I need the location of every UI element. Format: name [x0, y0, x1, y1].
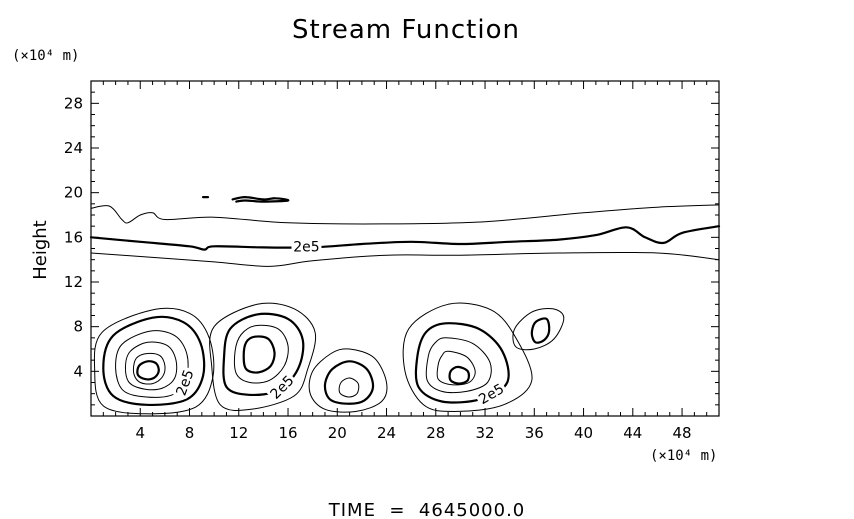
contour-line [133, 352, 166, 385]
y-tick-label: 12 [64, 273, 83, 291]
time-readout: TIME = 4645000.0 [328, 500, 526, 519]
contour-line [512, 307, 565, 351]
contour-line [233, 324, 289, 384]
y-tick-label: 16 [64, 228, 83, 246]
x-tick-label: 8 [185, 424, 195, 442]
x-tick-label: 36 [525, 424, 544, 442]
contour-line [136, 360, 160, 381]
x-tick-label: 48 [673, 424, 692, 442]
contour-line [102, 315, 206, 407]
contour-line [89, 225, 721, 251]
x-tick-label: 32 [475, 424, 494, 442]
x-tick-label: 20 [328, 424, 347, 442]
x-tick-label: 44 [623, 424, 642, 442]
contour-line [222, 312, 305, 397]
x-tick-label: 28 [426, 424, 445, 442]
contour-line [402, 302, 533, 412]
contour-label-bg [291, 237, 322, 254]
y-tick-label: 24 [64, 139, 83, 157]
contour-label-bg [264, 369, 298, 403]
contour-line [93, 307, 215, 415]
contour-line [308, 348, 388, 413]
y-axis-label: Height [30, 220, 51, 280]
contour-label: 2e5 [293, 239, 319, 255]
contour-line [448, 365, 471, 385]
x-tick-label: 4 [135, 424, 145, 442]
y-axis-unit: (×10⁴ m) [12, 48, 79, 64]
contour-line [242, 335, 276, 374]
contour-line [124, 341, 178, 391]
contour-line [414, 322, 510, 404]
contour-line [90, 204, 720, 225]
plot-frame [90, 80, 720, 417]
contour-line [323, 360, 375, 405]
contour-line [338, 377, 360, 398]
chart-title: Stream Function [292, 15, 520, 45]
y-tick-label: 8 [73, 318, 83, 336]
x-tick-label: 12 [229, 424, 248, 442]
y-tick-label: 28 [64, 94, 83, 112]
y-tick-label: 4 [73, 362, 83, 380]
contour-label-bg [170, 365, 197, 399]
contour-line [115, 330, 189, 398]
contour-line [425, 337, 492, 394]
contour-line [209, 302, 317, 411]
contour-lines [89, 196, 721, 415]
x-axis-unit: (×10⁴ m) [650, 448, 717, 464]
x-tick-label: 16 [278, 424, 297, 442]
contour-line [530, 317, 551, 344]
x-tick-label: 40 [574, 424, 593, 442]
y-tick-label: 20 [64, 184, 83, 202]
contour-line [436, 350, 476, 386]
contour-line [90, 251, 720, 267]
contour-line [231, 196, 290, 203]
contour-label-bg [473, 378, 508, 408]
x-tick-label: 24 [377, 424, 396, 442]
